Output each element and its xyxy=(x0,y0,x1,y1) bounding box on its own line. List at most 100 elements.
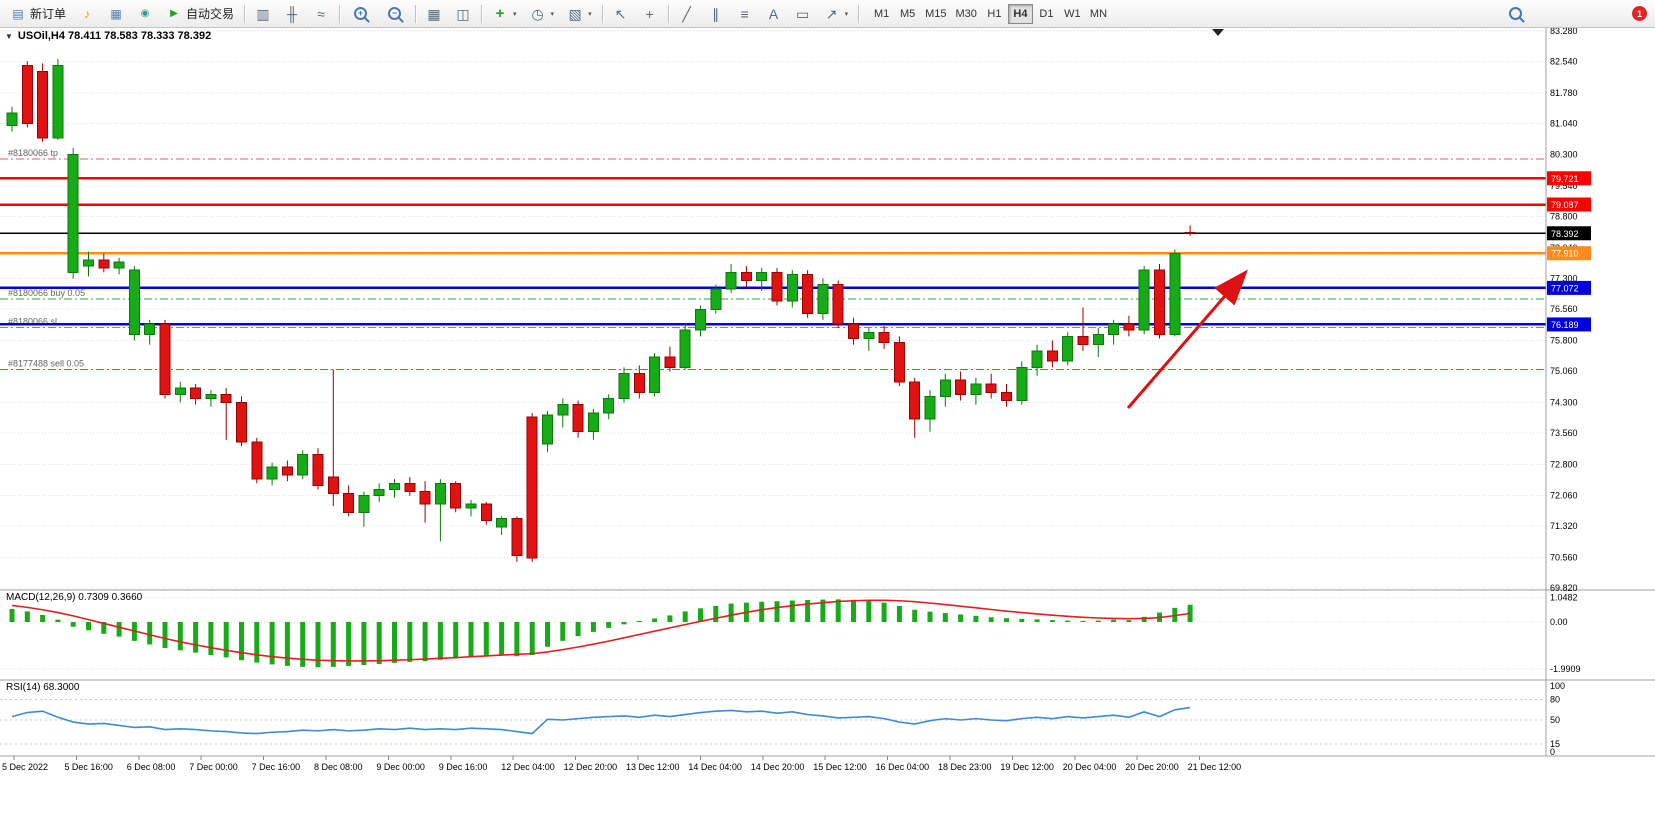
line-chart-button[interactable]: ≈ xyxy=(307,3,335,25)
bar-chart-button[interactable]: ▥ xyxy=(249,3,277,25)
chart-title-bar: ▼ USOil,H4 78.411 78.583 78.333 78.392 xyxy=(5,30,211,42)
candle xyxy=(572,404,584,433)
trendline-icon: ╱ xyxy=(682,5,691,22)
text-tool-icon: A xyxy=(768,5,779,22)
new-order-button[interactable]: ▤ 新订单 xyxy=(4,3,72,25)
candle xyxy=(1062,335,1074,362)
chevron-down-icon: ▾ xyxy=(588,10,592,18)
candle xyxy=(1138,269,1150,331)
order-line-label: #8180066 tp xyxy=(8,148,58,158)
tile-windows-button[interactable]: ◫ xyxy=(449,3,477,25)
candle xyxy=(985,383,997,393)
candle xyxy=(1092,333,1104,346)
arrows-tool-button[interactable]: ↗ ▾ xyxy=(818,3,855,25)
time-axis-label: 12 Dec 04:00 xyxy=(501,762,555,772)
candle xyxy=(817,284,829,315)
zoom-out-button[interactable]: − xyxy=(378,3,411,25)
trendline-button[interactable]: ╱ xyxy=(673,3,701,25)
timeframe-button-m5[interactable]: M5 xyxy=(895,4,920,24)
candle xyxy=(526,416,538,559)
price-badge-value: 79.721 xyxy=(1551,174,1579,184)
line-chart-icon: ≈ xyxy=(317,5,325,22)
candle xyxy=(1184,231,1196,234)
price-axis-label: 78.800 xyxy=(1550,211,1578,221)
candle xyxy=(496,517,508,528)
chart-area[interactable]: #8180066 tp #8180066 buy 0.05 #8180066 sl #… xyxy=(0,28,1655,820)
time-axis-label: 19 Dec 12:00 xyxy=(1000,762,1054,772)
collapse-arrow-icon[interactable]: ▼ xyxy=(5,31,13,41)
crosshair-button[interactable]: + xyxy=(636,3,664,25)
grid-button[interactable]: ▦ xyxy=(420,3,448,25)
candle xyxy=(802,273,814,315)
profile-icon: ◉ xyxy=(140,7,150,19)
new-order-icon: ▤ xyxy=(12,6,24,21)
candle xyxy=(190,387,202,399)
candle xyxy=(924,395,936,420)
price-axis-label: 70.560 xyxy=(1550,552,1578,562)
price-badge-value: 77.910 xyxy=(1551,249,1579,259)
chart-shift-marker-icon[interactable] xyxy=(1212,29,1224,36)
order-line-label: #8177488 sell 0.05 xyxy=(8,359,84,369)
candle xyxy=(21,64,33,124)
time-axis-label: 21 Dec 12:00 xyxy=(1188,762,1242,772)
time-axis-label: 15 Dec 12:00 xyxy=(813,762,867,772)
chart-window-icon: ▦ xyxy=(110,6,122,21)
price-axis-label: 72.800 xyxy=(1550,460,1578,470)
template-icon: ▧ xyxy=(568,5,582,22)
text-tool-button[interactable]: A xyxy=(760,3,788,25)
price-badge xyxy=(1547,226,1591,241)
price-badge-value: 79.087 xyxy=(1551,200,1579,210)
timeframe-button-w1[interactable]: W1 xyxy=(1060,4,1085,24)
order-line-label: #8180066 buy 0.05 xyxy=(8,288,85,298)
sound-button[interactable]: ♪ xyxy=(73,3,101,25)
chart-title: USOil,H4 78.411 78.583 78.333 78.392 xyxy=(17,30,212,42)
candle xyxy=(511,517,523,557)
toolbar-separator xyxy=(244,4,246,23)
timeframe-button-h4[interactable]: H4 xyxy=(1007,3,1033,24)
time-axis-label: 20 Dec 20:00 xyxy=(1125,762,1179,772)
time-axis-label: 9 Dec 00:00 xyxy=(376,762,425,772)
price-badge-value: 77.072 xyxy=(1551,283,1579,293)
search-icon[interactable] xyxy=(1509,7,1522,20)
time-axis-label: 13 Dec 12:00 xyxy=(626,762,680,772)
fibonacci-button[interactable]: ≡ xyxy=(731,3,759,25)
arrows-icon: ↗ xyxy=(825,5,838,22)
price-axis-label: 69.820 xyxy=(1550,583,1578,593)
timeframe-button-m1[interactable]: M1 xyxy=(869,4,894,24)
price-axis-label: 75.060 xyxy=(1550,366,1578,376)
candle xyxy=(1031,350,1043,368)
auto-trading-button[interactable]: ▶ 自动交易 xyxy=(160,3,240,25)
label-tool-button[interactable]: ▭ xyxy=(789,3,817,25)
cursor-button[interactable]: ↖ xyxy=(607,3,635,25)
chart-window-button[interactable]: ▦ xyxy=(102,3,130,25)
timeframe-button-mn[interactable]: MN xyxy=(1086,4,1111,24)
channel-button[interactable]: ∥ xyxy=(702,3,730,25)
price-axis-label: 77.300 xyxy=(1550,273,1578,283)
candle xyxy=(1016,366,1028,402)
profile-button[interactable]: ◉ xyxy=(131,3,159,25)
template-button[interactable]: ▧ ▾ xyxy=(561,3,598,25)
candlestick-chart-button[interactable]: ╫ xyxy=(278,3,306,25)
time-axis-label: 5 Dec 2022 xyxy=(2,762,48,772)
candle xyxy=(281,466,293,476)
candle xyxy=(480,503,492,522)
timeframe-button-m15[interactable]: M15 xyxy=(921,4,950,24)
candle xyxy=(419,491,431,505)
time-axis-label: 14 Dec 04:00 xyxy=(688,762,742,772)
candle xyxy=(450,482,462,509)
price-chart[interactable]: #8180066 tp #8180066 buy 0.05 #8180066 sl #… xyxy=(0,28,1655,820)
period-button[interactable]: ◷ ▾ xyxy=(524,3,561,25)
trend-arrow-annotation[interactable] xyxy=(1126,269,1248,409)
timeframe-button-m30[interactable]: M30 xyxy=(952,4,981,24)
indicators-button[interactable]: + ▾ xyxy=(486,3,523,25)
candle xyxy=(970,383,982,395)
zoom-in-button[interactable]: + xyxy=(344,3,377,25)
toolbar-separator xyxy=(667,4,669,23)
macd-label: MACD(12,26,9) 0.7309 0.3660 xyxy=(6,592,143,603)
order-line-label: #8180066 sl xyxy=(8,317,57,327)
toolbar-separator xyxy=(415,4,417,23)
notification-badge[interactable]: 1 xyxy=(1632,6,1647,21)
timeframe-button-h1[interactable]: H1 xyxy=(982,4,1007,24)
timeframe-button-d1[interactable]: D1 xyxy=(1034,4,1059,24)
